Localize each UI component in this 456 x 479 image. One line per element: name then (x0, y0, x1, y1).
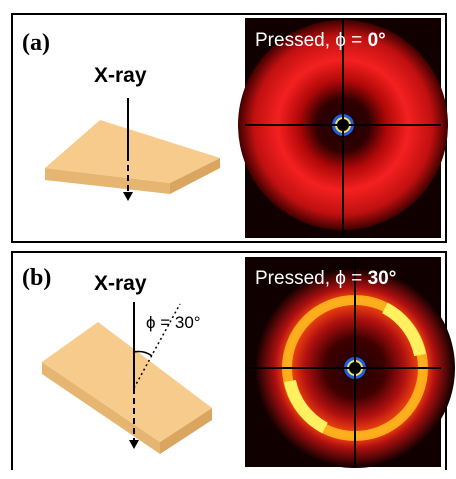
sample-slab (42, 322, 212, 454)
diffraction-pattern (238, 18, 448, 238)
pattern-title-text: Pressed, ϕ = (255, 30, 368, 51)
beam-label: X-ray (94, 272, 147, 295)
tilt-label: ϕ = 30° (146, 313, 201, 332)
pattern-title-text: Pressed, ϕ = (255, 268, 368, 289)
panel-label: (b) (22, 265, 51, 291)
pattern-angle: 30° (368, 268, 397, 289)
pattern-title: Pressed, ϕ = 30° (255, 268, 396, 289)
figure: (a) X-ray Pressed, ϕ = 0° (b) X-ray ϕ = … (0, 0, 456, 479)
beam-label: X-ray (94, 64, 147, 87)
sample-slab (45, 120, 220, 194)
pattern-title: Pressed, ϕ = 0° (255, 30, 386, 51)
pattern-angle: 0° (368, 30, 386, 51)
panel-label: (a) (22, 30, 50, 56)
